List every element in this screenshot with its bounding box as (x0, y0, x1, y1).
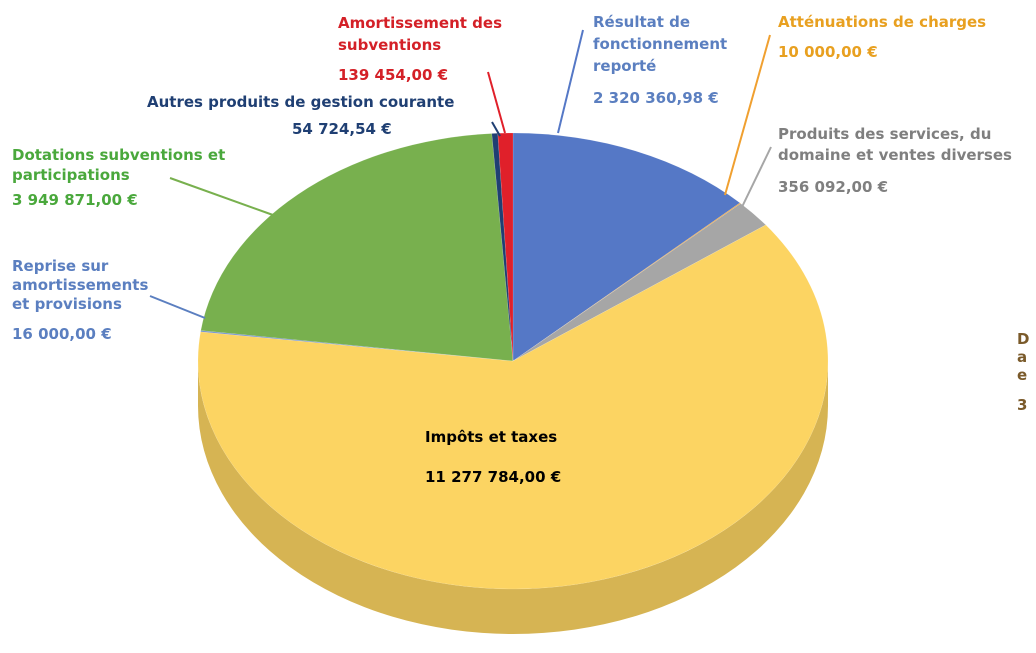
slice (200, 133, 514, 362)
slice (512, 203, 767, 362)
slice-label: Autres produits de gestion courante (147, 93, 454, 111)
leader-line (169, 177, 274, 216)
slice-label: Produits des services, du (778, 125, 991, 143)
slice-side (198, 361, 828, 634)
clipped-label: a (1017, 348, 1027, 366)
slice-label: reporté (593, 57, 656, 75)
slice (197, 224, 829, 590)
clipped-label: D (1017, 330, 1029, 348)
value-label: 16 000,00 € (12, 325, 112, 343)
value-label: 356 092,00 € (778, 178, 888, 196)
slice-label: Dotations subventions et (12, 146, 225, 164)
slice-label: domaine et ventes diverses (778, 146, 1012, 164)
slice (512, 202, 742, 362)
slice-label: amortissements (12, 276, 148, 294)
slice-label: Résultat de (593, 13, 690, 31)
value-label: 2 320 360,98 € (593, 89, 719, 107)
leader-line (724, 34, 771, 196)
slice-label: fonctionnement (593, 35, 727, 53)
leader-line (487, 71, 506, 134)
slice-label: et provisions (12, 295, 122, 313)
slice-label: Impôts et taxes (425, 428, 557, 446)
slice-label: Reprise sur (12, 257, 109, 275)
slice-label: participations (12, 166, 130, 184)
value-label: 10 000,00 € (778, 43, 878, 61)
value-label: 11 277 784,00 € (425, 468, 561, 486)
clipped-label: e (1017, 366, 1027, 384)
leader-line (149, 295, 206, 319)
slice (200, 330, 514, 362)
leader-line (557, 29, 584, 134)
slice-label: Amortissement des (338, 14, 502, 32)
slice-label: Atténuations de charges (778, 13, 986, 31)
value-label: 3 949 871,00 € (12, 191, 138, 209)
slice (512, 132, 741, 362)
value-label: 139 454,00 € (338, 66, 448, 84)
value-label: 54 724,54 € (292, 120, 392, 138)
leader-line (741, 146, 772, 208)
clipped-label: 3 (1017, 396, 1027, 414)
slice-label: subventions (338, 36, 441, 54)
leader-line (491, 121, 501, 137)
